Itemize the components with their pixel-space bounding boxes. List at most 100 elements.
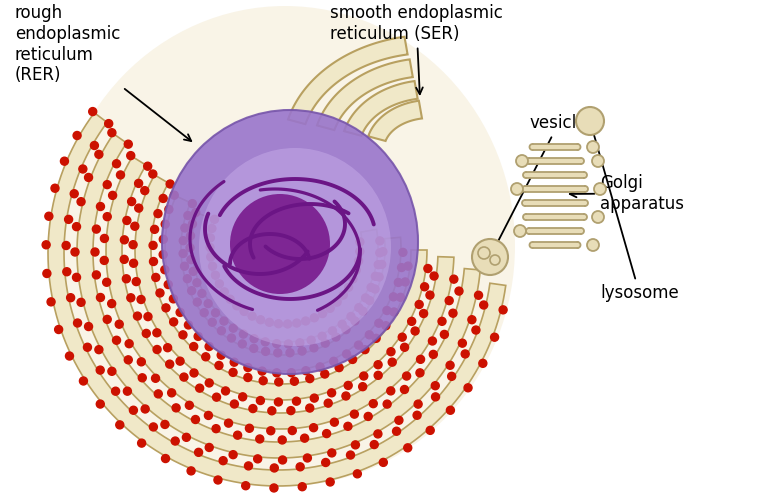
Circle shape: [219, 456, 227, 465]
Circle shape: [129, 241, 137, 248]
Circle shape: [180, 373, 188, 381]
Circle shape: [141, 405, 149, 413]
Circle shape: [108, 129, 116, 137]
Circle shape: [581, 214, 587, 220]
Circle shape: [84, 343, 91, 351]
Circle shape: [161, 454, 170, 462]
Circle shape: [162, 304, 170, 312]
Circle shape: [592, 211, 604, 223]
Circle shape: [372, 272, 379, 280]
Circle shape: [298, 347, 306, 355]
Circle shape: [306, 404, 314, 412]
Circle shape: [134, 204, 143, 212]
Polygon shape: [288, 37, 408, 124]
Circle shape: [124, 140, 132, 148]
Circle shape: [164, 344, 171, 352]
Circle shape: [378, 260, 386, 268]
Circle shape: [134, 179, 143, 187]
Circle shape: [103, 315, 111, 324]
Circle shape: [198, 289, 206, 297]
Circle shape: [408, 317, 415, 326]
Circle shape: [172, 404, 180, 412]
Circle shape: [526, 228, 532, 234]
Circle shape: [250, 344, 258, 352]
Circle shape: [62, 242, 70, 249]
Circle shape: [353, 470, 362, 478]
Circle shape: [229, 369, 237, 376]
Text: Golgi
apparatus: Golgi apparatus: [570, 174, 684, 213]
Polygon shape: [48, 113, 506, 486]
Circle shape: [122, 275, 131, 283]
Circle shape: [151, 374, 160, 382]
Circle shape: [448, 372, 455, 380]
Circle shape: [176, 308, 184, 316]
Circle shape: [578, 228, 584, 234]
Circle shape: [127, 152, 134, 160]
Circle shape: [159, 250, 167, 258]
Circle shape: [310, 424, 318, 432]
Circle shape: [215, 280, 223, 288]
Circle shape: [310, 394, 318, 402]
Circle shape: [170, 191, 178, 199]
Circle shape: [213, 393, 220, 401]
Text: vesicle: vesicle: [492, 114, 588, 253]
Circle shape: [125, 340, 133, 348]
Circle shape: [367, 284, 375, 291]
Circle shape: [329, 357, 338, 365]
Circle shape: [375, 319, 382, 327]
Circle shape: [121, 236, 128, 244]
Circle shape: [42, 241, 50, 249]
Circle shape: [191, 415, 200, 423]
Circle shape: [279, 456, 286, 464]
Circle shape: [244, 373, 252, 381]
Circle shape: [326, 478, 334, 486]
Circle shape: [450, 275, 458, 283]
Circle shape: [262, 347, 270, 355]
Polygon shape: [106, 157, 454, 429]
Circle shape: [383, 400, 391, 408]
Circle shape: [166, 180, 174, 188]
Circle shape: [424, 264, 432, 273]
Polygon shape: [135, 175, 427, 400]
Circle shape: [190, 369, 198, 377]
Circle shape: [342, 392, 350, 400]
Circle shape: [404, 444, 412, 452]
Circle shape: [226, 295, 234, 303]
Circle shape: [180, 224, 189, 232]
Circle shape: [522, 186, 528, 192]
Circle shape: [344, 381, 353, 389]
Circle shape: [185, 401, 194, 410]
Circle shape: [246, 424, 253, 432]
Circle shape: [124, 387, 131, 395]
Circle shape: [366, 331, 373, 339]
Circle shape: [432, 393, 439, 401]
Circle shape: [161, 420, 169, 428]
Circle shape: [43, 270, 51, 278]
Circle shape: [329, 327, 336, 335]
Circle shape: [159, 235, 167, 243]
Circle shape: [270, 464, 278, 472]
Circle shape: [306, 374, 314, 383]
Circle shape: [115, 320, 123, 328]
Circle shape: [200, 309, 208, 317]
Circle shape: [345, 284, 353, 291]
Circle shape: [130, 259, 137, 267]
Circle shape: [321, 370, 329, 378]
Circle shape: [253, 455, 262, 463]
Circle shape: [208, 224, 216, 233]
Circle shape: [187, 255, 195, 264]
Circle shape: [117, 171, 124, 179]
Circle shape: [215, 362, 223, 370]
Circle shape: [529, 242, 535, 248]
Circle shape: [359, 372, 368, 380]
Circle shape: [67, 294, 74, 302]
Polygon shape: [344, 81, 418, 136]
Circle shape: [526, 158, 532, 164]
Circle shape: [137, 439, 146, 447]
Circle shape: [286, 349, 294, 357]
Circle shape: [302, 367, 310, 375]
Circle shape: [356, 238, 364, 246]
Circle shape: [379, 247, 387, 256]
Circle shape: [132, 278, 141, 286]
Circle shape: [156, 289, 164, 297]
